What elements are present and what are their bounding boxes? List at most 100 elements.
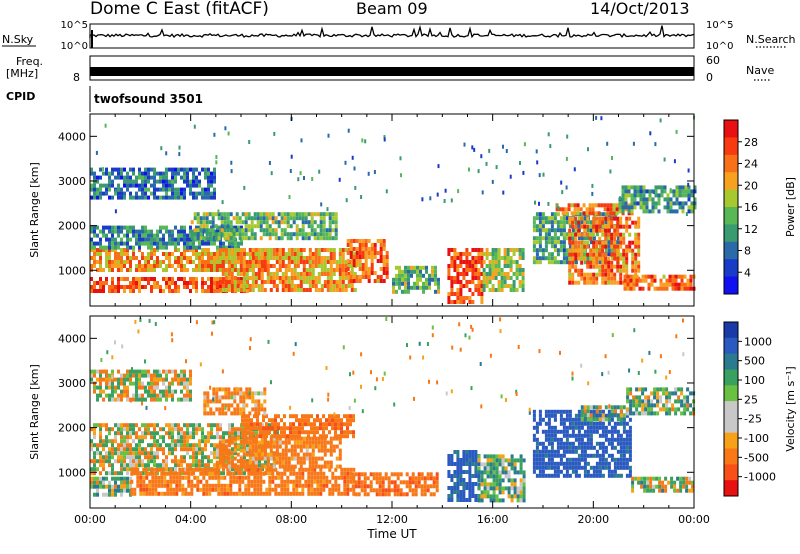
range-cell [507, 486, 511, 491]
range-cell [204, 264, 207, 268]
range-cell [331, 471, 335, 476]
range-cell [347, 272, 351, 276]
range-cell [547, 228, 551, 233]
range-cell [230, 248, 234, 252]
range-cell [111, 248, 114, 252]
range-cell [325, 232, 329, 237]
range-cell [326, 268, 330, 272]
range-cell [274, 434, 277, 439]
range-cell [425, 281, 428, 286]
range-cell [343, 491, 347, 496]
range-cell [367, 267, 371, 271]
range-cell [163, 471, 167, 476]
range-cell [633, 193, 637, 198]
range-cell [323, 284, 327, 288]
range-cell [266, 280, 270, 284]
range-cell [450, 300, 454, 304]
range-cell [111, 281, 114, 285]
range-cell [144, 179, 147, 184]
range-cell [286, 426, 289, 431]
range-cell [156, 431, 159, 436]
range-cell [588, 203, 592, 208]
range-cell [105, 252, 108, 256]
range-cell [254, 407, 258, 412]
range-cell [224, 248, 228, 252]
range-cell [293, 440, 297, 445]
range-cell [462, 482, 466, 486]
range-cell [307, 475, 311, 480]
range-cell [648, 189, 652, 194]
range-cell [338, 436, 342, 441]
range-cell [111, 225, 114, 230]
range-cell [350, 288, 354, 292]
range-cell [334, 475, 338, 480]
range-cell [221, 456, 225, 461]
range-cell [195, 183, 198, 188]
range-cell [497, 268, 501, 272]
range-cell [562, 232, 566, 237]
range-cell [331, 426, 334, 431]
range-cell [346, 275, 350, 279]
range-cell [589, 260, 593, 265]
range-cell [287, 464, 291, 469]
range-cell [272, 272, 276, 276]
range-cell [204, 252, 207, 256]
range-cell [535, 236, 539, 241]
range-cell [263, 264, 267, 268]
range-cell [99, 480, 102, 485]
range-cell [201, 248, 204, 252]
range-cell [224, 464, 228, 469]
data-region [215, 248, 357, 292]
range-cell [483, 466, 487, 471]
range-cell [204, 191, 207, 196]
range-cell [207, 277, 210, 281]
range-cell [133, 491, 137, 496]
range-cell [153, 252, 156, 256]
range-cell [268, 475, 272, 480]
range-cell [150, 268, 153, 272]
range-cell [497, 256, 501, 260]
range-cell [296, 440, 300, 445]
echo-point [468, 167, 470, 172]
range-cell [168, 443, 171, 448]
range-cell [90, 277, 93, 281]
range-cell [221, 407, 225, 412]
range-cell [450, 462, 454, 466]
range-cell [296, 252, 300, 256]
range-cell [195, 264, 198, 268]
range-cell [565, 236, 569, 241]
range-cell [153, 241, 156, 246]
range-cell [604, 232, 608, 237]
range-cell [295, 430, 298, 435]
range-cell [218, 464, 222, 469]
range-cell [361, 239, 365, 243]
range-cell [316, 212, 320, 217]
range-cell [142, 467, 146, 472]
range-cell [293, 448, 297, 453]
range-cell [636, 201, 640, 206]
range-cell [293, 276, 297, 280]
range-cell [307, 467, 311, 472]
range-cell [150, 277, 153, 281]
range-cell [385, 255, 389, 259]
range-cell [207, 195, 210, 200]
range-cell [192, 285, 195, 289]
range-cell [272, 464, 276, 469]
range-cell [129, 443, 132, 448]
range-cell [153, 195, 156, 200]
range-cell [224, 444, 228, 449]
range-cell [541, 212, 545, 217]
range-cell [486, 494, 490, 499]
range-cell [592, 216, 596, 221]
range-cell [663, 205, 667, 210]
range-cell [353, 288, 357, 292]
range-cell [474, 276, 478, 280]
range-cell [396, 488, 400, 493]
range-cell [192, 455, 195, 460]
range-cell [559, 224, 563, 229]
range-cell [310, 471, 314, 476]
range-cell [147, 455, 150, 460]
range-cell [416, 285, 419, 290]
echo-point [591, 191, 594, 196]
